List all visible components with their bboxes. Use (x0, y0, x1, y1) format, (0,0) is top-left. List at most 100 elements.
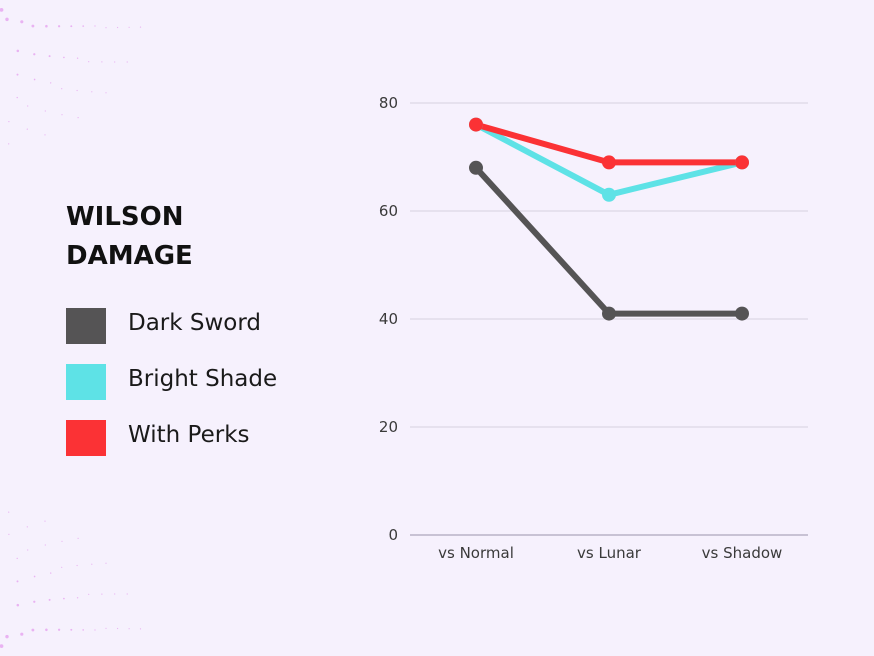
y-tick-label-60: 60 (379, 202, 398, 220)
decor-bottom-dot-21 (105, 627, 107, 629)
decor-top-dot-3 (31, 24, 35, 28)
legend-swatch-dark-sword (66, 308, 106, 344)
y-axis-tick-labels: 0 20 40 60 80 (379, 94, 398, 544)
decor-bottom-dot-11 (33, 575, 36, 578)
legend-swatch-bright-shade (66, 364, 106, 400)
decor-top-dot-13 (33, 78, 36, 81)
decor-top-dot-1 (5, 17, 9, 22)
decor-top-dot-28 (114, 61, 116, 63)
decor-top-dot-26 (8, 121, 10, 123)
decor-top-dot-33 (126, 61, 128, 63)
point-with-perks-vs-lunar (602, 155, 616, 170)
decor-top-dot-31 (26, 128, 28, 130)
decor-top-dot-2 (20, 20, 24, 24)
decor-top-dot-18 (105, 27, 107, 29)
legend-label-dark-sword: Dark Sword (128, 310, 262, 336)
decor-top-dot-7 (33, 53, 36, 56)
decor-bottom-dot-9 (48, 598, 51, 601)
x-axis-tick-labels: vs Normal vs Lunar vs Shadow (438, 544, 782, 562)
x-tick-label-vs-lunar: vs Lunar (577, 544, 642, 562)
decor-bottom-dot-24 (76, 564, 78, 567)
decor-top-dot-20 (61, 88, 63, 90)
decor-top-dot-10 (16, 73, 19, 76)
decor-bottom-dot-35 (105, 562, 107, 564)
legend-label-with-perks: With Perks (128, 422, 250, 448)
decor-bottom-dot-37 (139, 628, 142, 630)
decor-top-dot-16 (50, 82, 52, 84)
y-tick-label-80: 80 (379, 94, 398, 112)
decor-bottom-dot-13 (82, 629, 85, 631)
decor-bottom-dot-7 (57, 628, 61, 631)
decorative-dot-pattern-bottom (0, 511, 142, 648)
decor-top-dot-37 (8, 143, 10, 145)
legend-label-bright-shade: Bright Shade (128, 366, 278, 392)
decor-bottom-dot-0 (0, 644, 4, 648)
decor-top-dot-4 (45, 24, 48, 28)
decor-bottom-dot-16 (76, 597, 79, 599)
x-tick-label-vs-normal: vs Normal (438, 544, 514, 562)
decor-bottom-dot-17 (94, 629, 96, 631)
y-tick-label-0: 0 (388, 526, 398, 544)
decor-top-dot-34 (105, 92, 107, 94)
decor-top-dot-12 (63, 56, 65, 59)
decor-bottom-dot-28 (61, 540, 63, 542)
point-dark-sword-vs-normal (469, 160, 483, 175)
decor-bottom-dot-8 (16, 580, 19, 583)
decor-bottom-dot-2 (20, 632, 24, 636)
decor-top-dot-6 (57, 25, 61, 28)
decor-bottom-dot-20 (88, 593, 90, 595)
decor-bottom-dot-12 (63, 597, 65, 600)
decor-bottom-dot-14 (16, 557, 18, 560)
legend-swatch-with-perks (66, 420, 106, 456)
decor-top-dot-35 (77, 117, 79, 119)
decor-bottom-dot-3 (31, 628, 35, 632)
decor-bottom-dot-25 (101, 593, 103, 595)
decor-top-dot-23 (101, 61, 103, 63)
decor-bottom-dot-33 (44, 520, 46, 522)
decor-top-dot-36 (44, 134, 46, 136)
point-dark-sword-vs-lunar (602, 306, 616, 321)
decor-bottom-dot-32 (8, 511, 10, 513)
decor-bottom-dot-26 (117, 627, 119, 630)
decor-bottom-dot-18 (27, 549, 29, 551)
decor-bottom-dot-5 (45, 628, 48, 632)
decor-top-dot-5 (16, 49, 20, 53)
decor-bottom-dot-23 (44, 544, 46, 546)
decor-top-dot-8 (70, 25, 73, 28)
decor-top-dot-32 (139, 26, 142, 28)
decor-top-dot-0 (0, 8, 4, 12)
decor-top-dot-14 (94, 25, 96, 27)
decor-bottom-dot-34 (77, 537, 79, 540)
decor-bottom-dot-15 (50, 572, 52, 574)
decor-top-dot-17 (16, 96, 18, 99)
decorative-dot-pattern-top (0, 8, 142, 145)
decor-bottom-dot-30 (114, 593, 116, 595)
y-tick-label-20: 20 (379, 418, 398, 436)
x-tick-label-vs-shadow: vs Shadow (702, 544, 783, 562)
decor-bottom-dot-1 (5, 634, 9, 639)
decor-bottom-dot-27 (26, 526, 28, 528)
decor-bottom-dot-31 (128, 628, 130, 630)
series-points (469, 117, 749, 321)
decor-bottom-dot-36 (126, 593, 128, 595)
decor-bottom-dot-10 (70, 628, 73, 631)
decor-bottom-dot-29 (91, 563, 93, 565)
point-with-perks-vs-normal (469, 117, 483, 132)
point-with-perks-vs-shadow (735, 155, 749, 170)
decor-bottom-dot-19 (61, 566, 63, 568)
decor-top-dot-9 (48, 55, 51, 58)
decor-top-dot-22 (117, 26, 119, 29)
decor-top-dot-11 (82, 25, 85, 27)
point-bright-shade-vs-lunar (602, 187, 616, 202)
decor-top-dot-30 (61, 114, 63, 116)
decor-top-dot-29 (91, 91, 93, 93)
chart-title: WILSON DAMAGE (66, 202, 193, 271)
decor-bottom-dot-4 (16, 603, 20, 607)
decor-top-dot-27 (128, 26, 130, 28)
point-dark-sword-vs-shadow (735, 306, 749, 321)
decor-top-dot-21 (27, 105, 29, 107)
series-lines (473, 121, 745, 317)
decor-top-dot-15 (76, 57, 79, 59)
decor-top-dot-25 (44, 110, 46, 112)
